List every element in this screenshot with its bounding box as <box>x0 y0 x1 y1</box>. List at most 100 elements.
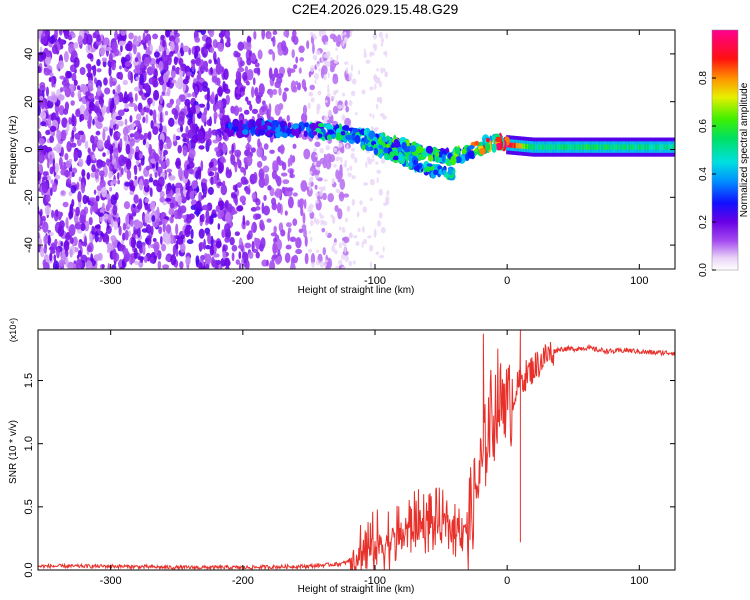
noise-blob <box>270 232 278 237</box>
noise-blob <box>49 154 53 165</box>
noise-blob <box>200 112 207 124</box>
noise-blob <box>321 34 329 44</box>
noise-blob <box>150 120 154 129</box>
noise-blob <box>54 162 60 174</box>
noise-blob <box>377 97 381 103</box>
noise-blob <box>59 220 65 229</box>
noise-blob <box>165 157 170 167</box>
noise-blob <box>263 194 267 201</box>
noise-blob <box>335 156 340 162</box>
noise-blob <box>84 140 89 150</box>
noise-blob <box>375 251 380 255</box>
noise-blob <box>173 209 180 220</box>
noise-blob <box>361 241 364 249</box>
noise-blob <box>307 205 313 213</box>
noise-blob <box>145 224 152 234</box>
noise-blob <box>261 155 267 161</box>
noise-blob <box>133 179 138 187</box>
noise-blob <box>106 242 113 250</box>
noise-blob <box>222 83 229 92</box>
noise-blob <box>123 134 127 142</box>
track-blob <box>266 130 271 137</box>
noise-blob <box>325 60 331 67</box>
noise-blob <box>54 263 59 269</box>
noise-blob <box>88 197 96 202</box>
track-band-core <box>514 142 517 149</box>
noise-blob <box>237 244 245 249</box>
track-blob <box>383 147 389 154</box>
noise-blob <box>64 233 71 241</box>
noise-blob <box>67 261 74 269</box>
noise-blob <box>101 264 105 269</box>
noise-blob <box>307 102 311 110</box>
noise-blob <box>171 79 177 84</box>
noise-blob <box>104 139 111 150</box>
noise-blob <box>136 52 141 59</box>
noise-blob <box>120 167 124 176</box>
noise-blob <box>179 261 184 269</box>
noise-blob <box>38 213 41 226</box>
noise-blob <box>63 51 69 63</box>
noise-blob <box>348 260 353 267</box>
noise-blob <box>118 154 126 167</box>
noise-blob <box>224 201 228 208</box>
noise-blob <box>46 52 51 58</box>
noise-blob <box>324 231 329 237</box>
noise-blob <box>362 238 368 244</box>
noise-blob <box>170 50 176 55</box>
noise-blob <box>231 210 238 215</box>
track-band-core <box>609 144 612 150</box>
noise-blob <box>110 194 118 206</box>
track-band-core <box>560 144 563 150</box>
noise-blob <box>86 33 93 46</box>
noise-blob <box>149 44 154 52</box>
noise-blob <box>43 67 47 72</box>
noise-blob <box>285 222 292 228</box>
noise-blob <box>302 212 306 225</box>
track-blob <box>479 148 486 155</box>
track-band-core <box>555 144 558 150</box>
noise-blob <box>58 30 63 36</box>
noise-blob <box>80 223 86 231</box>
noise-blob <box>290 80 296 93</box>
noise-blob <box>112 204 118 216</box>
noise-blob <box>331 95 335 101</box>
noise-blob <box>59 165 67 171</box>
noise-blob <box>71 115 75 127</box>
noise-blob <box>130 182 134 191</box>
noise-blob <box>322 192 327 201</box>
track-blob <box>499 140 504 150</box>
noise-blob <box>71 167 78 174</box>
noise-blob <box>198 145 205 150</box>
noise-blob <box>324 99 328 104</box>
track-blob <box>318 122 325 128</box>
track-band-core <box>547 144 550 150</box>
noise-blob <box>272 254 278 259</box>
track-blob <box>467 150 475 159</box>
noise-blob <box>215 93 219 102</box>
noise-blob <box>106 149 110 156</box>
track-band-core <box>585 144 588 150</box>
noise-blob <box>350 152 355 160</box>
noise-blob <box>365 161 368 168</box>
noise-blob <box>71 72 77 82</box>
noise-blob <box>270 37 275 42</box>
noise-blob <box>296 82 302 91</box>
track-band-core <box>542 144 545 150</box>
noise-blob <box>69 248 73 258</box>
noise-blob <box>236 182 242 188</box>
noise-blob <box>239 60 245 67</box>
noise-blob <box>301 112 308 124</box>
track-band-core <box>604 144 607 150</box>
noise-blob <box>369 51 372 58</box>
noise-blob <box>331 178 335 185</box>
snr-x-tick-label: 100 <box>630 575 648 587</box>
noise-blob <box>109 119 114 129</box>
track-blob <box>398 153 403 162</box>
noise-blob <box>251 224 255 233</box>
track-band-core <box>659 144 663 150</box>
noise-blob <box>292 192 298 197</box>
noise-blob <box>198 241 205 250</box>
noise-blob <box>295 56 299 64</box>
noise-blob <box>87 148 91 153</box>
